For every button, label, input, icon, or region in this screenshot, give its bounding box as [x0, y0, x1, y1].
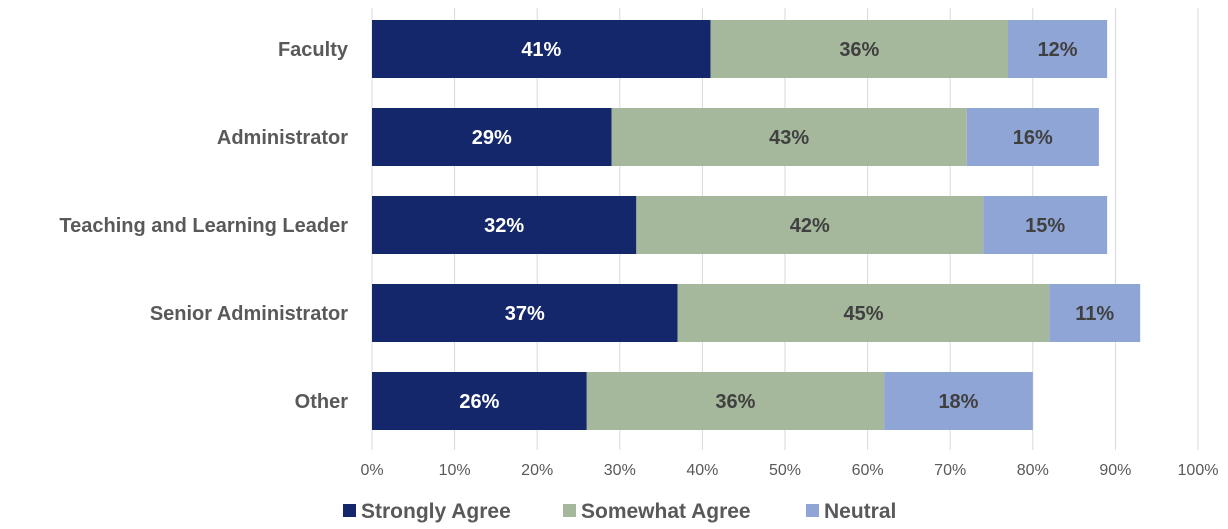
bar-segment	[372, 196, 637, 254]
category-label: Other	[295, 391, 349, 413]
bar-segment	[884, 372, 1033, 430]
data-label: 45%	[843, 303, 883, 325]
data-label: 18%	[938, 391, 978, 413]
bar-segment	[372, 108, 612, 166]
data-label: 36%	[839, 39, 879, 61]
x-tick-label: 60%	[852, 462, 884, 479]
category-label: Teaching and Learning Leader	[59, 215, 348, 237]
bar-segment	[983, 196, 1108, 254]
bar-segment	[1008, 20, 1108, 78]
data-label: 15%	[1025, 215, 1065, 237]
bar-segment	[611, 108, 967, 166]
legend: Strongly Agree Somewhat Agree Neutral	[343, 500, 896, 523]
data-label: 43%	[769, 127, 809, 149]
data-label: 12%	[1038, 39, 1078, 61]
bar-segment	[372, 20, 711, 78]
data-label: 26%	[459, 391, 499, 413]
bar-segment	[677, 284, 1050, 342]
bar-segment	[372, 284, 678, 342]
x-tick-label: 50%	[769, 462, 801, 479]
x-tick-label: 100%	[1178, 462, 1219, 479]
data-label: 37%	[505, 303, 545, 325]
x-axis-tick-labels: 0% 10% 20% 30% 40% 50% 60% 70% 80% 90% 100%	[360, 462, 1218, 479]
legend-swatch	[806, 504, 819, 517]
bar-segment	[966, 108, 1099, 166]
data-label: 29%	[472, 127, 512, 149]
category-label: Faculty	[278, 39, 349, 61]
bar-segment	[586, 372, 885, 430]
bars: 41% 36% 12% 29% 43% 16% 32% 42% 15% 37% 45% 11% 26% 3…	[372, 20, 1141, 430]
bar-segment	[636, 196, 984, 254]
bar-segment	[1049, 284, 1141, 342]
x-tick-label: 70%	[934, 462, 966, 479]
data-label: 36%	[715, 391, 755, 413]
category-label: Senior Administrator	[150, 303, 348, 325]
x-tick-label: 90%	[1099, 462, 1131, 479]
data-label: 42%	[790, 215, 830, 237]
data-label: 32%	[484, 215, 524, 237]
bar-segment	[372, 372, 587, 430]
x-tick-label: 80%	[1017, 462, 1049, 479]
data-label: 16%	[1013, 127, 1053, 149]
x-tick-label: 40%	[686, 462, 718, 479]
x-tick-label: 10%	[439, 462, 471, 479]
bar-segment	[710, 20, 1009, 78]
data-label: 11%	[1075, 303, 1114, 325]
category-labels: Faculty Administrator Teaching and Learnin…	[59, 39, 348, 413]
x-tick-label: 20%	[521, 462, 553, 479]
legend-label: Neutral	[824, 500, 896, 523]
category-label: Administrator	[217, 127, 348, 149]
legend-swatch	[343, 504, 356, 517]
data-label: 41%	[521, 39, 561, 61]
legend-label: Strongly Agree	[361, 500, 511, 523]
legend-swatch	[563, 504, 576, 517]
legend-label: Somewhat Agree	[581, 500, 751, 523]
x-tick-label: 30%	[604, 462, 636, 479]
x-tick-label: 0%	[360, 462, 383, 479]
